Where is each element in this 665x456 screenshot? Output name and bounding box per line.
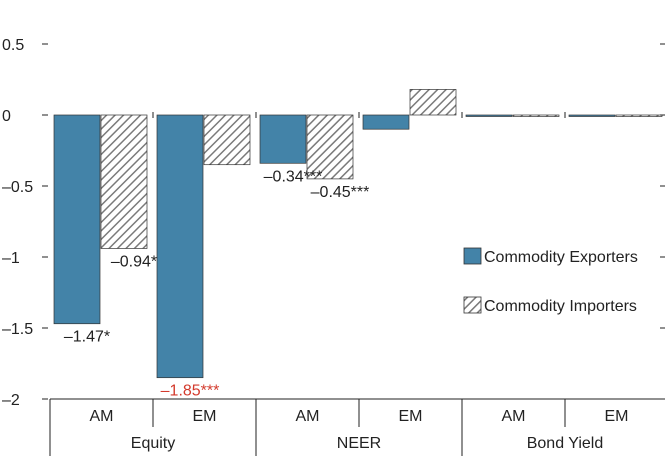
bar-exporters xyxy=(465,114,513,117)
bar-exporters xyxy=(568,114,616,117)
y-tick-label: –1 xyxy=(2,250,20,267)
y-tick-label: 0.5 xyxy=(2,37,24,54)
x-tick-label: AM xyxy=(296,408,320,425)
data-label: –0.34*** xyxy=(264,168,323,185)
x-group-label: NEER xyxy=(337,435,381,452)
legend: Commodity Exporters Commodity Importers xyxy=(463,247,638,315)
x-tick-label: AM xyxy=(90,408,114,425)
x-tick-label: EM xyxy=(399,408,423,425)
bar-exporters xyxy=(259,114,307,164)
legend-swatch xyxy=(463,296,482,314)
legend-label: Commodity Importers xyxy=(484,298,637,315)
bar-importers xyxy=(615,114,663,117)
bar-importers xyxy=(512,114,560,117)
legend-label: Commodity Exporters xyxy=(484,249,638,266)
x-group-label: Equity xyxy=(131,435,175,452)
bar-importers xyxy=(203,114,251,166)
bar-importers xyxy=(306,114,354,180)
data-labels: –1.47* –0.94* –1.85*** –0.34***–0.45*** xyxy=(64,168,369,399)
bar-importers xyxy=(409,89,457,116)
bar-exporters xyxy=(156,114,204,379)
legend-swatch xyxy=(463,247,482,265)
bar-exporters xyxy=(53,114,101,325)
y-tick-label: –2 xyxy=(2,392,20,409)
x-tick-label: EM xyxy=(605,408,629,425)
data-label: –0.45*** xyxy=(311,184,370,201)
plot-area xyxy=(53,89,663,379)
x-group-label: Bond Yield xyxy=(527,435,604,452)
data-label: –1.47* xyxy=(64,329,110,346)
data-label: –0.94* xyxy=(111,253,157,270)
x-tick-label: EM xyxy=(193,408,217,425)
bar-importers xyxy=(100,114,148,249)
y-tick-label: –0.5 xyxy=(2,179,33,196)
x-tick-label: AM xyxy=(502,408,526,425)
bar-exporters xyxy=(362,114,410,130)
y-tick-label: 0 xyxy=(2,108,11,125)
data-label: –1.85*** xyxy=(161,383,220,400)
y-tick-label: –1.5 xyxy=(2,321,33,338)
